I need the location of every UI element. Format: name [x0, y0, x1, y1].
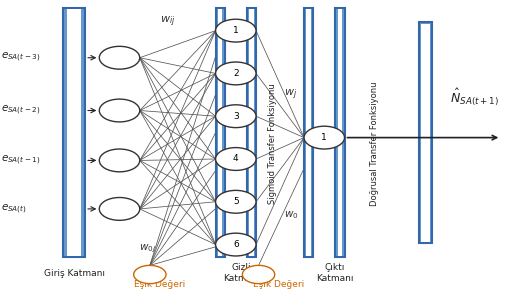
Circle shape	[242, 265, 275, 284]
Bar	[218, 9, 223, 256]
Circle shape	[99, 99, 140, 122]
Text: $w_j$: $w_j$	[284, 88, 297, 102]
Bar	[63, 8, 85, 258]
Text: $w_{ij}$: $w_{ij}$	[160, 15, 175, 29]
Text: $w_{0j}$: $w_{0j}$	[139, 243, 156, 255]
Circle shape	[134, 265, 166, 284]
Text: $e_{SA(t-1)}$: $e_{SA(t-1)}$	[1, 154, 40, 167]
Circle shape	[304, 126, 345, 149]
Text: 2: 2	[233, 69, 239, 78]
Text: 3: 3	[233, 112, 239, 121]
Text: Giriş Katmanı: Giriş Katmanı	[44, 269, 104, 278]
Bar	[247, 8, 256, 258]
Text: $e_{SA(t-2)}$: $e_{SA(t-2)}$	[1, 104, 40, 117]
Text: Eşik Değeri: Eşik Değeri	[253, 280, 304, 289]
Text: 6: 6	[233, 240, 239, 249]
Text: $w_0$: $w_0$	[284, 209, 299, 220]
Text: Sigmoid Transfer Fonksiyonu: Sigmoid Transfer Fonksiyonu	[268, 83, 277, 204]
Circle shape	[99, 149, 140, 172]
Bar	[67, 9, 81, 256]
Text: 1: 1	[233, 26, 239, 35]
Bar	[336, 8, 345, 258]
Text: 4: 4	[233, 155, 239, 164]
Bar	[304, 8, 313, 258]
Bar	[421, 23, 430, 242]
Text: Doğrusal Transfer Fonksiyonu: Doğrusal Transfer Fonksiyonu	[370, 81, 379, 206]
Text: 5: 5	[233, 197, 239, 206]
Text: 1: 1	[321, 133, 327, 142]
Text: $e_{SA(t)}$: $e_{SA(t)}$	[1, 202, 26, 215]
Circle shape	[215, 190, 256, 213]
Circle shape	[215, 233, 256, 256]
Circle shape	[215, 105, 256, 128]
Circle shape	[215, 62, 256, 85]
Circle shape	[215, 19, 256, 42]
Bar	[338, 9, 342, 256]
Bar	[215, 8, 225, 258]
Text: $\hat{N}_{SA(t+1)}$: $\hat{N}_{SA(t+1)}$	[450, 87, 499, 108]
Text: Eşik Değeri: Eşik Değeri	[134, 280, 186, 289]
Circle shape	[99, 197, 140, 220]
Text: Gizli
Katman: Gizli Katman	[224, 263, 258, 283]
Text: $e_{SA(t-3)}$: $e_{SA(t-3)}$	[1, 51, 40, 64]
Bar	[419, 22, 432, 243]
Bar	[306, 9, 311, 256]
Circle shape	[215, 148, 256, 171]
Bar	[249, 9, 254, 256]
Text: Çıktı
Katmanı: Çıktı Katmanı	[316, 263, 353, 283]
Circle shape	[99, 46, 140, 69]
